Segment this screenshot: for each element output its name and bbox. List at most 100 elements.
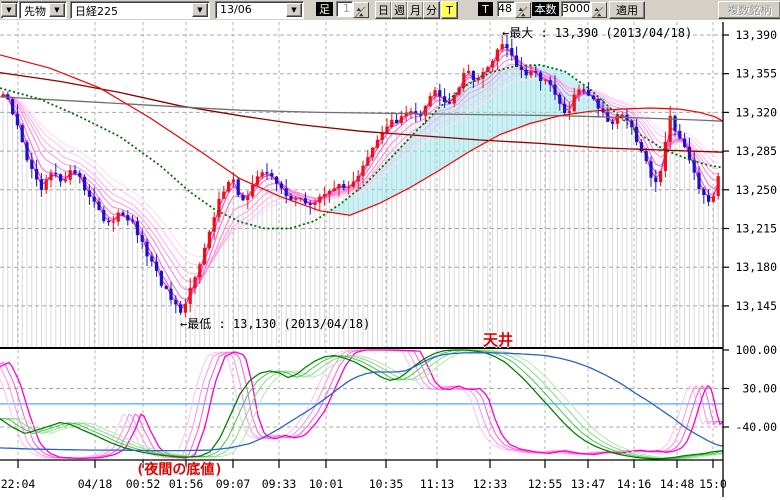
candle-down bbox=[558, 94, 562, 104]
candle-down bbox=[591, 95, 595, 100]
time-axis-label: 09:07 bbox=[216, 477, 251, 491]
candle-up bbox=[299, 198, 303, 200]
candle-up bbox=[711, 196, 715, 202]
instrument-value: 日経225 bbox=[75, 5, 118, 18]
mini-dropdown[interactable]: ▼ bbox=[1, 1, 19, 19]
candle-up bbox=[347, 186, 351, 188]
min-price-annotation: ←最低 : 13,130 (2013/04/18) bbox=[180, 317, 371, 331]
price-axis-label: 13,390 bbox=[735, 28, 777, 42]
ema-ribbon bbox=[2, 46, 719, 310]
candle-down bbox=[83, 176, 87, 191]
candle-up bbox=[659, 170, 663, 183]
chevron-down-icon[interactable]: ▼ bbox=[286, 3, 302, 17]
candle-down bbox=[582, 89, 586, 91]
candle-up bbox=[380, 132, 384, 140]
candle-down bbox=[471, 70, 475, 81]
candle-down bbox=[15, 114, 19, 126]
bar-count-input[interactable]: 3000 bbox=[561, 1, 591, 17]
time-axis-label: 10:01 bbox=[309, 477, 344, 491]
period-week-button[interactable]: 週 bbox=[391, 1, 408, 19]
candle-up bbox=[193, 277, 197, 288]
chevron-down-icon[interactable]: ▼ bbox=[1, 3, 17, 17]
instrument-select[interactable]: 日経225 ▼ bbox=[70, 1, 210, 19]
contract-month-select[interactable]: 13/06 ▼ bbox=[215, 1, 304, 19]
candle-up bbox=[351, 181, 355, 187]
max-price-annotation: ←最大 : 13,390 (2013/04/18) bbox=[502, 26, 693, 40]
candle-down bbox=[519, 66, 523, 70]
candle-up bbox=[313, 202, 317, 205]
candle-down bbox=[687, 146, 691, 161]
candle-down bbox=[692, 160, 696, 173]
candle-down bbox=[87, 190, 91, 197]
moving-averages bbox=[0, 54, 724, 230]
candle-up bbox=[222, 191, 226, 199]
period-tick-button[interactable]: T bbox=[441, 1, 458, 19]
candle-down bbox=[630, 120, 634, 127]
candle-up bbox=[356, 175, 360, 182]
chevron-down-icon[interactable]: ▼ bbox=[192, 3, 208, 17]
candle-down bbox=[241, 195, 245, 201]
candle-down bbox=[596, 99, 600, 109]
period-day-button[interactable]: 日 bbox=[375, 1, 392, 19]
candle-up bbox=[663, 141, 667, 171]
candle-up bbox=[260, 172, 264, 177]
candle-down bbox=[78, 173, 82, 177]
multi-symbol-button[interactable]: 複数銘柄 bbox=[718, 1, 780, 19]
instrument-type-select[interactable]: 先物 ▼ bbox=[19, 1, 67, 19]
candle-down bbox=[342, 184, 346, 188]
candle-down bbox=[697, 172, 701, 190]
candle-down bbox=[159, 271, 163, 286]
tick-count-input[interactable]: 48 bbox=[497, 1, 515, 17]
candle-down bbox=[414, 111, 418, 115]
rci-green-3-line bbox=[0, 349, 724, 460]
rci-green-2-line bbox=[0, 349, 724, 460]
candle-down bbox=[164, 285, 168, 289]
time-axis-label: 04/18 bbox=[78, 477, 113, 491]
price-axis-label: 13,355 bbox=[735, 67, 777, 81]
price-axis-label: 13,320 bbox=[735, 105, 777, 119]
candle-down bbox=[121, 212, 125, 216]
tick-count-spinner[interactable] bbox=[515, 2, 531, 18]
candle-up bbox=[716, 176, 720, 197]
candle-up bbox=[212, 217, 216, 232]
candle-up bbox=[217, 198, 221, 218]
candle-up bbox=[255, 176, 259, 185]
bar-count-spinner[interactable] bbox=[591, 2, 607, 18]
chevron-down-icon[interactable]: ▼ bbox=[49, 3, 65, 17]
price-axis-label: 13,285 bbox=[735, 144, 777, 158]
candle-up bbox=[111, 221, 115, 223]
time-axis-label: 12:33 bbox=[473, 477, 508, 491]
bar-interval-input[interactable]: 1 bbox=[336, 1, 353, 17]
candle-down bbox=[654, 177, 658, 183]
candle-up bbox=[294, 198, 298, 200]
bar-interval-spinner[interactable] bbox=[353, 2, 369, 18]
candle-down bbox=[534, 71, 538, 73]
time-axis-label: 14:48 bbox=[660, 477, 695, 491]
candle-down bbox=[515, 55, 519, 67]
candle-up bbox=[375, 139, 379, 148]
time-axis-label: 01:56 bbox=[169, 477, 204, 491]
rci-green-1-line bbox=[0, 349, 724, 460]
candle-up bbox=[366, 157, 370, 166]
candle-down bbox=[707, 195, 711, 202]
period-minute-button[interactable]: 分 bbox=[423, 1, 440, 19]
candle-up bbox=[529, 71, 533, 76]
candle-down bbox=[236, 179, 240, 196]
candle-up bbox=[567, 111, 571, 113]
candle-down bbox=[639, 142, 643, 152]
candle-down bbox=[611, 121, 615, 124]
candle-up bbox=[462, 72, 466, 88]
candle-down bbox=[553, 84, 557, 95]
time-axis-label: 22:04 bbox=[1, 477, 36, 491]
candle-down bbox=[59, 174, 63, 182]
candle-down bbox=[635, 126, 639, 143]
period-month-button[interactable]: 月 bbox=[407, 1, 424, 19]
candles-layer bbox=[1, 35, 720, 317]
green-dotted-ma-line bbox=[0, 63, 724, 230]
candle-down bbox=[102, 209, 106, 221]
candle-down bbox=[92, 196, 96, 202]
apply-button[interactable]: 適用 bbox=[609, 1, 645, 19]
candle-down bbox=[174, 300, 178, 305]
candle-down bbox=[155, 261, 159, 272]
